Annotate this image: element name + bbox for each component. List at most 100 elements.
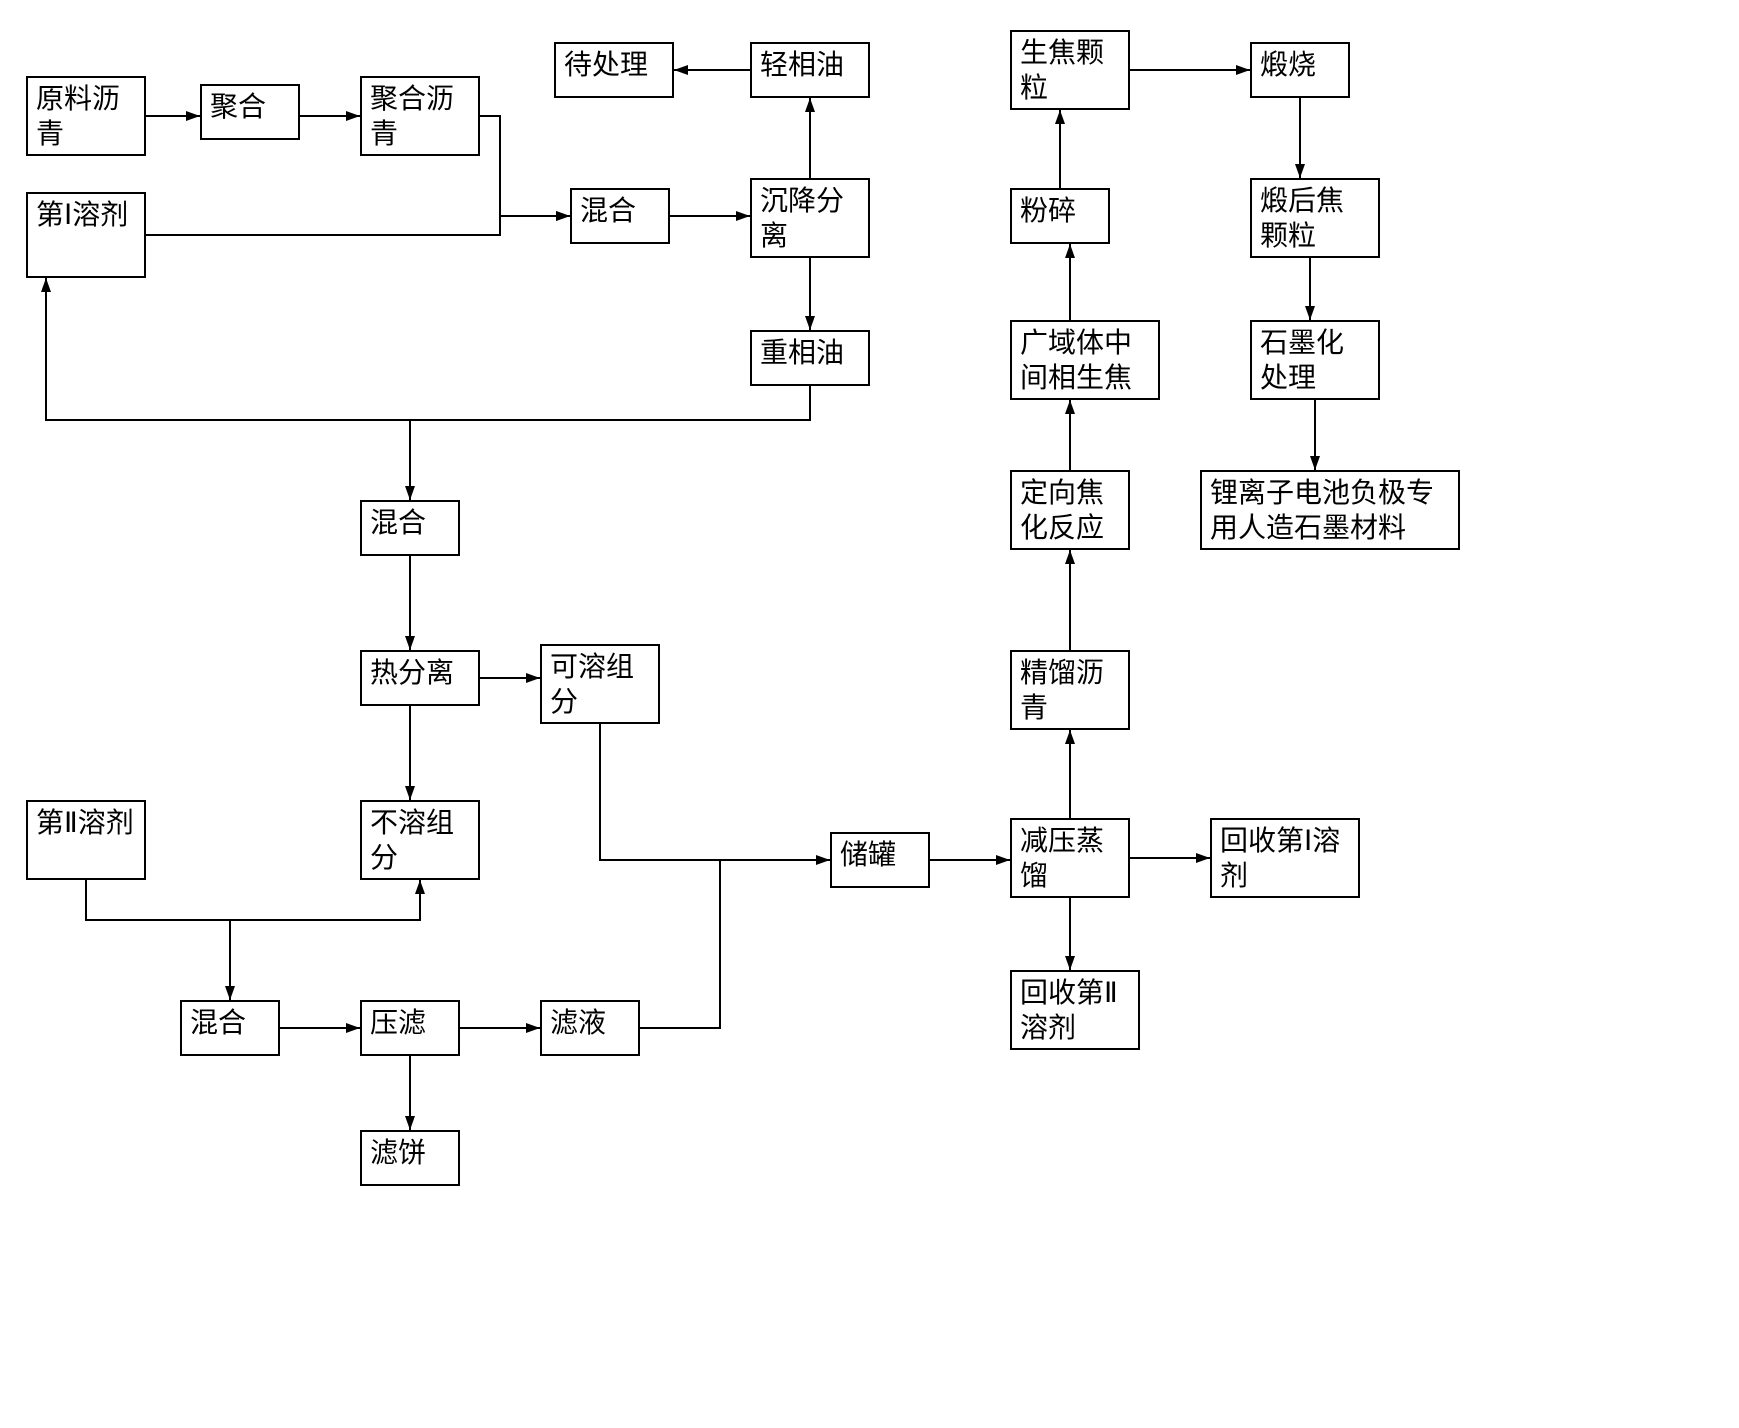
node-label: 压滤: [370, 1006, 426, 1041]
arrowhead: [1065, 244, 1075, 258]
arrowhead: [346, 111, 360, 121]
arrowhead: [1295, 164, 1305, 178]
arrowhead: [186, 111, 200, 121]
arrowhead: [1065, 400, 1075, 414]
node-label: 不溶组分: [370, 806, 470, 876]
node-n_calcgran: 煅后焦颗粒: [1250, 178, 1380, 258]
arrowhead: [1305, 306, 1315, 320]
node-label: 锂离子电池负极专用人造石墨材料: [1210, 476, 1450, 546]
node-n_mix2: 混合: [360, 500, 460, 556]
node-label: 聚合沥青: [370, 82, 470, 152]
arrowhead: [225, 986, 235, 1000]
node-n_recs1: 回收第Ⅰ溶剂: [1210, 818, 1360, 898]
node-n_heavy: 重相油: [750, 330, 870, 386]
node-label: 热分离: [370, 656, 454, 691]
arrowhead: [405, 1116, 415, 1130]
node-label: 混合: [370, 506, 426, 541]
node-label: 沉降分离: [760, 184, 860, 254]
arrowhead: [1055, 110, 1065, 124]
node-n_calc: 煅烧: [1250, 42, 1350, 98]
node-n_orient: 定向焦化反应: [1010, 470, 1130, 550]
arrowhead: [996, 855, 1010, 865]
node-label: 滤饼: [370, 1136, 426, 1171]
node-n_soluble: 可溶组分: [540, 644, 660, 724]
node-n_vacdist: 减压蒸馏: [1010, 818, 1130, 898]
node-n_hotsep: 热分离: [360, 650, 480, 706]
edge: [480, 116, 570, 216]
node-label: 轻相油: [760, 48, 844, 83]
node-n_polypitch: 聚合沥青: [360, 76, 480, 156]
arrowhead: [556, 211, 570, 221]
node-n_mix3: 混合: [180, 1000, 280, 1056]
node-n_widemeso: 广域体中间相生焦: [1010, 320, 1160, 400]
arrowhead: [805, 98, 815, 112]
node-n_mix1: 混合: [570, 188, 670, 244]
node-n_rawcoke: 生焦颗粒: [1010, 30, 1130, 110]
node-n_poly: 聚合: [200, 84, 300, 140]
arrowhead: [346, 1023, 360, 1033]
node-n_press: 压滤: [360, 1000, 460, 1056]
edge: [146, 216, 570, 235]
node-label: 混合: [580, 194, 636, 229]
edge: [46, 278, 810, 420]
arrowhead: [405, 486, 415, 500]
arrowhead: [1065, 956, 1075, 970]
node-n_insol: 不溶组分: [360, 800, 480, 880]
node-n_sep: 沉降分离: [750, 178, 870, 258]
edge: [86, 880, 420, 920]
node-label: 混合: [190, 1006, 246, 1041]
node-n_pending: 待处理: [554, 42, 674, 98]
arrowhead: [1065, 550, 1075, 564]
node-n_tank: 储罐: [830, 832, 930, 888]
node-label: 聚合: [210, 90, 266, 125]
arrowhead: [1196, 853, 1210, 863]
edge: [640, 860, 830, 1028]
arrowhead: [736, 211, 750, 221]
node-label: 第Ⅱ溶剂: [36, 806, 134, 841]
node-label: 定向焦化反应: [1020, 476, 1120, 546]
node-n_final: 锂离子电池负极专用人造石墨材料: [1200, 470, 1460, 550]
node-label: 回收第Ⅰ溶剂: [1220, 824, 1350, 894]
node-n_light: 轻相油: [750, 42, 870, 98]
flowchart-canvas: 原料沥青聚合聚合沥青第Ⅰ溶剂混合沉降分离轻相油待处理重相油混合热分离可溶组分不溶…: [0, 0, 1739, 1428]
node-label: 滤液: [550, 1006, 606, 1041]
arrowhead: [526, 1023, 540, 1033]
node-label: 原料沥青: [36, 82, 136, 152]
node-n_refpitch: 精馏沥青: [1010, 650, 1130, 730]
node-label: 回收第Ⅱ溶剂: [1020, 976, 1130, 1046]
edge: [600, 724, 720, 860]
arrowhead: [1310, 456, 1320, 470]
node-label: 第Ⅰ溶剂: [36, 198, 128, 233]
arrowhead: [805, 316, 815, 330]
arrowhead: [556, 211, 570, 221]
arrowhead: [674, 65, 688, 75]
node-label: 粉碎: [1020, 194, 1076, 229]
node-n_cake: 滤饼: [360, 1130, 460, 1186]
arrowhead: [415, 880, 425, 894]
node-label: 可溶组分: [550, 650, 650, 720]
node-label: 煅烧: [1260, 48, 1316, 83]
node-label: 广域体中间相生焦: [1020, 326, 1150, 396]
arrowhead: [405, 786, 415, 800]
node-n_raw: 原料沥青: [26, 76, 146, 156]
node-n_recs2: 回收第Ⅱ溶剂: [1010, 970, 1140, 1050]
arrowhead: [405, 636, 415, 650]
arrowhead: [816, 855, 830, 865]
node-label: 精馏沥青: [1020, 656, 1120, 726]
node-n_crush: 粉碎: [1010, 188, 1110, 244]
node-label: 储罐: [840, 838, 896, 873]
node-label: 煅后焦颗粒: [1260, 184, 1370, 254]
node-label: 生焦颗粒: [1020, 36, 1120, 106]
node-label: 石墨化处理: [1260, 326, 1370, 396]
arrowhead: [1065, 730, 1075, 744]
node-label: 待处理: [564, 48, 648, 83]
node-n_solv1: 第Ⅰ溶剂: [26, 192, 146, 278]
node-label: 重相油: [760, 336, 844, 371]
arrowhead: [1236, 65, 1250, 75]
arrowhead: [41, 278, 51, 292]
arrowhead: [526, 673, 540, 683]
node-n_filtrate: 滤液: [540, 1000, 640, 1056]
node-n_solv2: 第Ⅱ溶剂: [26, 800, 146, 880]
node-label: 减压蒸馏: [1020, 824, 1120, 894]
node-n_graph: 石墨化处理: [1250, 320, 1380, 400]
